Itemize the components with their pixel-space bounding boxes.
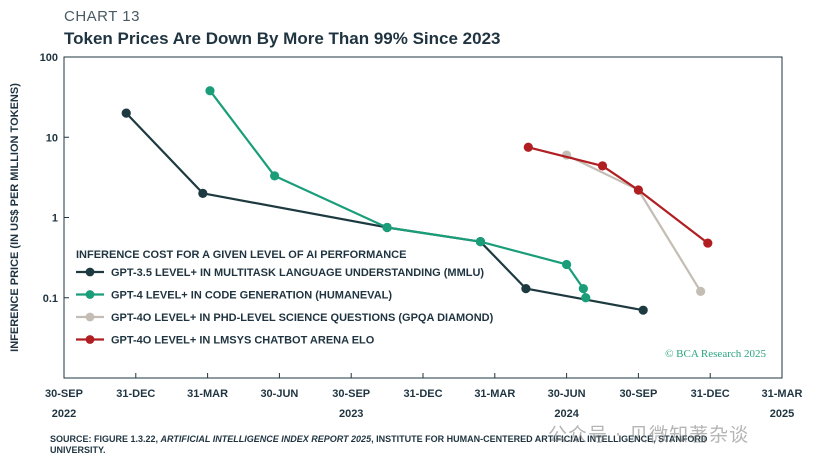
- y-tick-label: 10: [46, 132, 58, 144]
- series-3: [562, 150, 706, 296]
- data-point: [475, 237, 486, 247]
- chart-title: Token Prices Are Down By More Than 99% S…: [64, 29, 501, 48]
- chart-number: CHART 13: [64, 8, 140, 25]
- x-tick-label: 30-SEP: [619, 388, 657, 400]
- data-point: [633, 185, 644, 195]
- x-axis: 30-SEP 31-DEC 31-MAR 30-JUN 30-SEP 31-DEC 31-M…: [45, 373, 803, 420]
- data-point: [270, 171, 280, 181]
- series-4: [523, 142, 713, 248]
- x-tick-label: 31-DEC: [403, 388, 442, 400]
- data-point: [703, 238, 713, 248]
- series-line: [528, 146, 709, 244]
- series-line: [125, 112, 644, 312]
- y-axis-label: INFERENCE PRICE (IN US$ PER MILLION TOKE…: [9, 83, 21, 352]
- data-point: [562, 259, 572, 270]
- legend-item-2: GPT-4 LEVEL+ IN CODE GENERATION (HUMANEV…: [76, 290, 392, 302]
- data-point: [597, 161, 608, 171]
- y-tick-label: 0.1: [43, 293, 58, 305]
- x-tick-label: 30-JUN: [548, 388, 586, 400]
- data-point: [581, 293, 591, 303]
- data-point: [121, 108, 131, 118]
- series-1: [121, 108, 648, 315]
- legend-item-3: GPT-4O LEVEL+ IN PHD-LEVEL SCIENCE QUEST…: [76, 312, 494, 324]
- source-suffix: , INSTITUTE FOR HUMAN-CENTERED ARTIFICIA…: [50, 434, 708, 455]
- legend-swatch-marker: [85, 335, 95, 344]
- copyright-annotation: © BCA Research 2025: [665, 348, 766, 360]
- legend-label: GPT-4 LEVEL+ IN CODE GENERATION (HUMANEV…: [111, 290, 392, 302]
- x-tick-label: 31-DEC: [691, 388, 730, 400]
- legend-swatch-marker: [85, 267, 95, 277]
- legend-title: INFERENCE COST FOR A GIVEN LEVEL OF AI P…: [76, 249, 406, 261]
- y-axis: 100 10 1 0.1: [40, 52, 69, 305]
- data-point: [382, 222, 392, 233]
- data-point: [523, 142, 533, 152]
- legend-item-1: GPT-3.5 LEVEL+ IN MULTITASK LANGUAGE UND…: [76, 267, 484, 279]
- x-tick-label: 31-DEC: [116, 388, 155, 400]
- data-point: [638, 305, 648, 315]
- source-prefix: SOURCE: FIGURE 1.3.22,: [50, 434, 161, 444]
- legend-label: GPT-4O LEVEL+ IN PHD-LEVEL SCIENCE QUEST…: [111, 312, 494, 324]
- series-2: [205, 86, 591, 303]
- data-point: [696, 286, 706, 296]
- data-point: [578, 284, 588, 294]
- legend-label: GPT-4O LEVEL+ IN LMSYS CHATBOT ARENA ELO: [111, 335, 375, 347]
- x-tick-label: 31-MAR: [762, 388, 803, 400]
- x-tick-label: 31-MAR: [187, 388, 228, 400]
- source-note: SOURCE: FIGURE 1.3.22, ARTIFICIAL INTELL…: [50, 434, 710, 456]
- x-tick-label: 30-SEP: [332, 388, 370, 400]
- source-report-title: ARTIFICIAL INTELLIGENCE INDEX REPORT 202…: [160, 434, 372, 444]
- y-tick-label: 100: [40, 52, 58, 64]
- data-point: [205, 86, 215, 96]
- x-year-label: 2022: [52, 408, 76, 420]
- y-tick-label: 1: [52, 213, 58, 225]
- legend-label: GPT-3.5 LEVEL+ IN MULTITASK LANGUAGE UND…: [111, 267, 484, 279]
- series-layer: [121, 86, 713, 315]
- x-tick-label: 30-SEP: [45, 388, 83, 400]
- data-point: [198, 188, 208, 198]
- x-year-label: 2023: [339, 408, 363, 420]
- legend-swatch-marker: [85, 312, 95, 322]
- legend-item-4: GPT-4O LEVEL+ IN LMSYS CHATBOT ARENA ELO: [76, 335, 375, 347]
- watermark: 公众号 · 贝微知著杂谈: [548, 424, 750, 446]
- legend-swatch-marker: [85, 290, 95, 299]
- x-year-label: 2025: [770, 408, 794, 420]
- x-tick-label: 30-JUN: [260, 388, 298, 400]
- x-year-label: 2024: [554, 408, 579, 420]
- legend: INFERENCE COST FOR A GIVEN LEVEL OF AI P…: [76, 249, 494, 347]
- x-tick-label: 31-MAR: [474, 388, 515, 400]
- data-point: [521, 284, 531, 294]
